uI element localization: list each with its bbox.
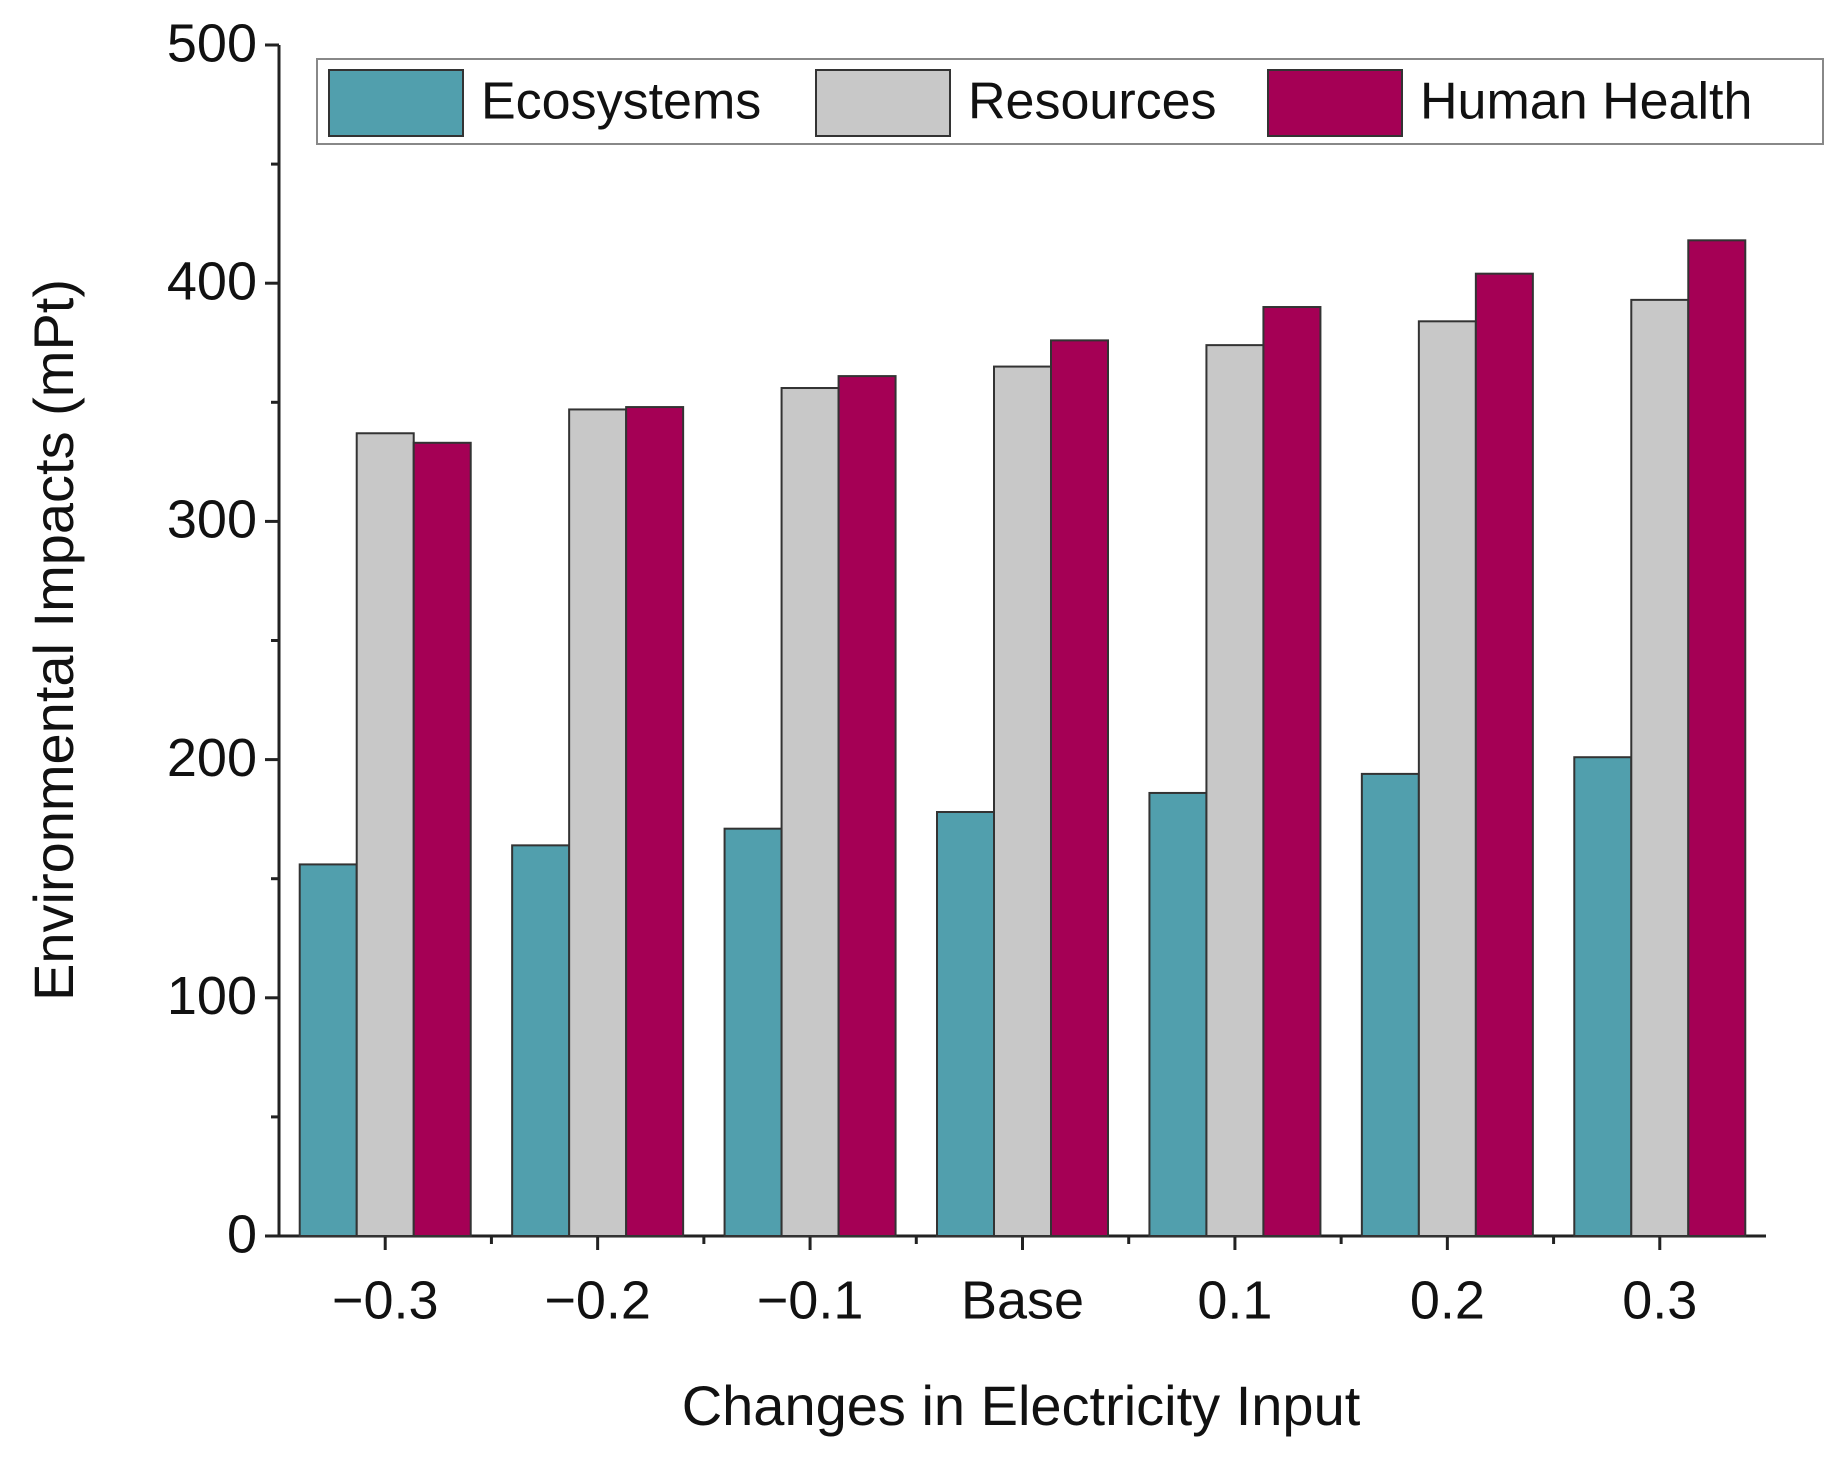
- legend-swatch: [815, 69, 951, 137]
- x-tick-label: 0.3: [1622, 1270, 1697, 1330]
- bar: [412, 441, 472, 1237]
- x-tick-label: −0.1: [757, 1270, 864, 1330]
- bar: [511, 844, 571, 1237]
- bar: [780, 387, 840, 1237]
- y-tick-label: 300: [167, 490, 257, 550]
- x-tick-label: 0.2: [1410, 1270, 1485, 1330]
- y-tick-label: 500: [167, 13, 257, 73]
- bar: [298, 863, 358, 1238]
- bar: [1474, 272, 1534, 1237]
- legend-label: Human Health: [1420, 73, 1752, 131]
- y-tick-label: 100: [167, 966, 257, 1026]
- legend-label: Resources: [968, 73, 1217, 131]
- y-tick-label: 0: [227, 1204, 257, 1264]
- x-tick-label: 0.1: [1197, 1270, 1272, 1330]
- bar: [1630, 298, 1690, 1237]
- bar: [1205, 344, 1265, 1237]
- bar: [625, 406, 685, 1237]
- y-axis-title: Environmental Impacts (mPt): [22, 279, 85, 1001]
- legend-label: Ecosystems: [481, 73, 761, 131]
- bar: [1687, 239, 1747, 1238]
- legend-swatch: [328, 69, 464, 137]
- bar: [1573, 756, 1633, 1238]
- bar: [1262, 306, 1322, 1237]
- bar: [993, 365, 1052, 1237]
- bar: [355, 432, 415, 1237]
- legend-box: [316, 58, 1824, 145]
- bar: [1417, 320, 1477, 1237]
- bar: [837, 375, 897, 1237]
- x-tick-label: −0.2: [544, 1270, 651, 1330]
- legend-swatch: [1267, 69, 1403, 137]
- bar: [936, 811, 995, 1238]
- y-tick-label: 400: [167, 251, 257, 311]
- x-tick-label: −0.3: [332, 1270, 439, 1330]
- bar: [1050, 339, 1109, 1238]
- y-tick-label: 200: [167, 728, 257, 788]
- x-tick-label: Base: [961, 1270, 1084, 1330]
- bar: [568, 408, 628, 1238]
- x-axis-title: Changes in Electricity Input: [682, 1374, 1361, 1437]
- bar: [1148, 791, 1208, 1237]
- bar: [1360, 772, 1420, 1238]
- bar: [723, 827, 783, 1237]
